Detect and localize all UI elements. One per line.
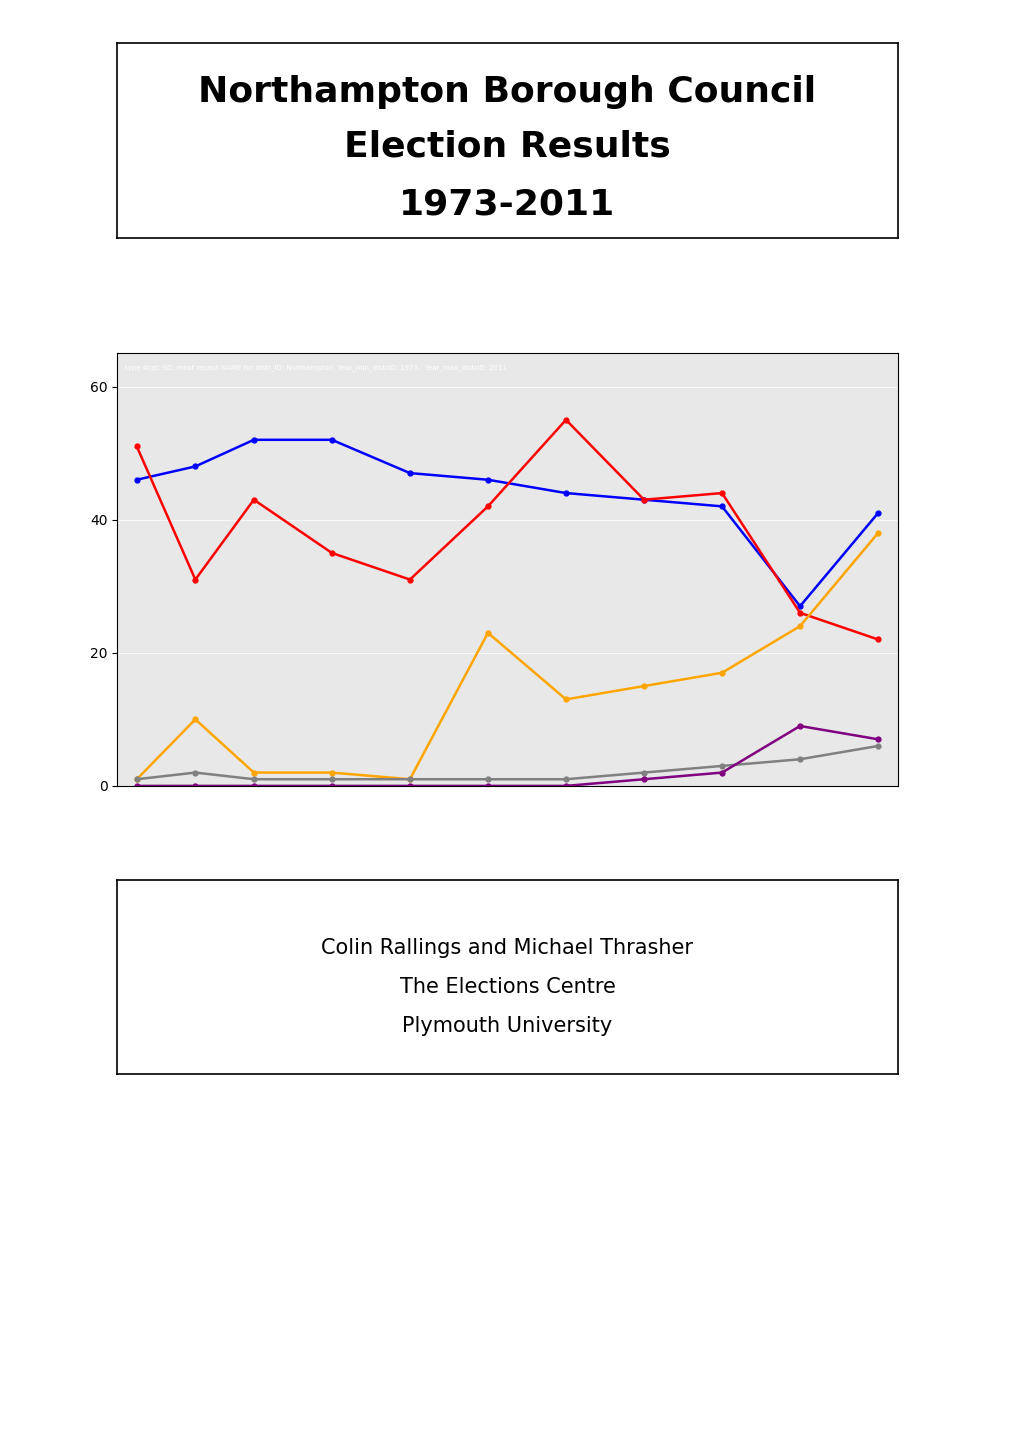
Text: type 4cat: SD, most recent NAME for distr_ID: Northampton, Year_min_distrID: 197: type 4cat: SD, most recent NAME for dist… bbox=[125, 363, 506, 371]
Text: Plymouth University: Plymouth University bbox=[401, 1015, 612, 1035]
Text: Northampton Borough Council: Northampton Borough Council bbox=[198, 75, 816, 110]
Text: The Elections Centre: The Elections Centre bbox=[399, 976, 614, 996]
Text: 1973-2011: 1973-2011 bbox=[398, 187, 615, 222]
Text: Election Results: Election Results bbox=[343, 130, 671, 163]
Text: Colin Rallings and Michael Thrasher: Colin Rallings and Michael Thrasher bbox=[321, 937, 693, 957]
